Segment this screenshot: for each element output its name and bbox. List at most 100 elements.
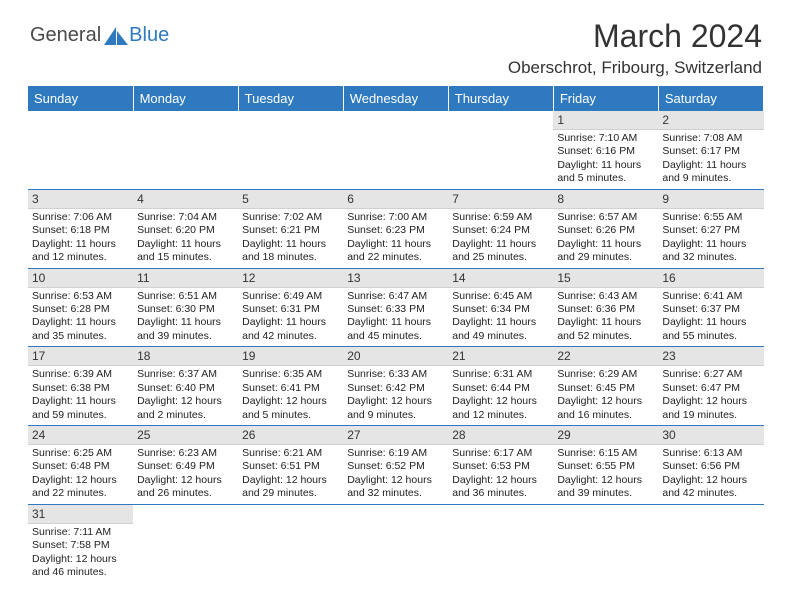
calendar-cell: 19Sunrise: 6:35 AMSunset: 6:41 PMDayligh…: [238, 347, 343, 426]
day-details: Sunrise: 7:08 AMSunset: 6:17 PMDaylight:…: [658, 130, 763, 189]
day-details: Sunrise: 6:25 AMSunset: 6:48 PMDaylight:…: [28, 445, 133, 504]
day-details: Sunrise: 6:49 AMSunset: 6:31 PMDaylight:…: [238, 288, 343, 347]
day-number: 26: [238, 426, 343, 445]
day-details: Sunrise: 6:53 AMSunset: 6:28 PMDaylight:…: [28, 288, 133, 347]
day-details: Sunrise: 6:33 AMSunset: 6:42 PMDaylight:…: [343, 366, 448, 425]
day-details: Sunrise: 7:00 AMSunset: 6:23 PMDaylight:…: [343, 209, 448, 268]
day-details: Sunrise: 6:55 AMSunset: 6:27 PMDaylight:…: [658, 209, 763, 268]
logo: General Blue: [30, 24, 169, 47]
day-number: 29: [553, 426, 658, 445]
calendar-cell: 25Sunrise: 6:23 AMSunset: 6:49 PMDayligh…: [133, 426, 238, 505]
day-number: 8: [553, 190, 658, 209]
calendar-cell: [133, 111, 238, 189]
column-header: Tuesday: [238, 86, 343, 111]
calendar-table: SundayMondayTuesdayWednesdayThursdayFrid…: [28, 86, 764, 583]
day-details: Sunrise: 7:10 AMSunset: 6:16 PMDaylight:…: [553, 130, 658, 189]
day-details: Sunrise: 6:41 AMSunset: 6:37 PMDaylight:…: [658, 288, 763, 347]
day-number: 2: [658, 111, 763, 130]
day-details: Sunrise: 6:29 AMSunset: 6:45 PMDaylight:…: [553, 366, 658, 425]
day-number: 15: [553, 269, 658, 288]
calendar-cell: [28, 111, 133, 189]
logo-text1: General: [30, 24, 101, 47]
day-details: Sunrise: 6:39 AMSunset: 6:38 PMDaylight:…: [28, 366, 133, 425]
day-number: 16: [658, 269, 763, 288]
calendar-cell: 16Sunrise: 6:41 AMSunset: 6:37 PMDayligh…: [658, 268, 763, 347]
day-details: Sunrise: 6:21 AMSunset: 6:51 PMDaylight:…: [238, 445, 343, 504]
calendar-cell: 2Sunrise: 7:08 AMSunset: 6:17 PMDaylight…: [658, 111, 763, 189]
calendar-cell: 7Sunrise: 6:59 AMSunset: 6:24 PMDaylight…: [448, 189, 553, 268]
calendar-week: 1Sunrise: 7:10 AMSunset: 6:16 PMDaylight…: [28, 111, 764, 189]
day-details: Sunrise: 6:27 AMSunset: 6:47 PMDaylight:…: [658, 366, 763, 425]
day-details: Sunrise: 6:13 AMSunset: 6:56 PMDaylight:…: [658, 445, 763, 504]
calendar-cell: 12Sunrise: 6:49 AMSunset: 6:31 PMDayligh…: [238, 268, 343, 347]
day-details: Sunrise: 6:43 AMSunset: 6:36 PMDaylight:…: [553, 288, 658, 347]
column-header: Monday: [133, 86, 238, 111]
column-header: Wednesday: [343, 86, 448, 111]
day-details: Sunrise: 6:57 AMSunset: 6:26 PMDaylight:…: [553, 209, 658, 268]
logo-sail-icon: [103, 26, 129, 46]
calendar-cell: 28Sunrise: 6:17 AMSunset: 6:53 PMDayligh…: [448, 426, 553, 505]
day-number: 14: [448, 269, 553, 288]
calendar-week: 24Sunrise: 6:25 AMSunset: 6:48 PMDayligh…: [28, 426, 764, 505]
calendar-cell: 27Sunrise: 6:19 AMSunset: 6:52 PMDayligh…: [343, 426, 448, 505]
column-header: Thursday: [448, 86, 553, 111]
page-title: March 2024: [593, 18, 762, 55]
calendar-cell: [553, 504, 658, 582]
calendar-cell: 20Sunrise: 6:33 AMSunset: 6:42 PMDayligh…: [343, 347, 448, 426]
calendar-cell: 31Sunrise: 7:11 AMSunset: 7:58 PMDayligh…: [28, 504, 133, 582]
calendar-cell: 29Sunrise: 6:15 AMSunset: 6:55 PMDayligh…: [553, 426, 658, 505]
calendar-cell: 1Sunrise: 7:10 AMSunset: 6:16 PMDaylight…: [553, 111, 658, 189]
calendar-cell: [343, 111, 448, 189]
calendar-week: 17Sunrise: 6:39 AMSunset: 6:38 PMDayligh…: [28, 347, 764, 426]
day-number: 7: [448, 190, 553, 209]
day-number: 1: [553, 111, 658, 130]
day-number: 12: [238, 269, 343, 288]
day-number: 21: [448, 347, 553, 366]
calendar-cell: 4Sunrise: 7:04 AMSunset: 6:20 PMDaylight…: [133, 189, 238, 268]
calendar-cell: 30Sunrise: 6:13 AMSunset: 6:56 PMDayligh…: [658, 426, 763, 505]
day-details: Sunrise: 6:51 AMSunset: 6:30 PMDaylight:…: [133, 288, 238, 347]
day-details: Sunrise: 7:02 AMSunset: 6:21 PMDaylight:…: [238, 209, 343, 268]
day-number: 9: [658, 190, 763, 209]
calendar-week: 3Sunrise: 7:06 AMSunset: 6:18 PMDaylight…: [28, 189, 764, 268]
calendar-cell: 3Sunrise: 7:06 AMSunset: 6:18 PMDaylight…: [28, 189, 133, 268]
day-number: 13: [343, 269, 448, 288]
calendar-week: 10Sunrise: 6:53 AMSunset: 6:28 PMDayligh…: [28, 268, 764, 347]
location-subtitle: Oberschrot, Fribourg, Switzerland: [508, 58, 762, 78]
calendar-cell: 11Sunrise: 6:51 AMSunset: 6:30 PMDayligh…: [133, 268, 238, 347]
day-number: 20: [343, 347, 448, 366]
day-number: 6: [343, 190, 448, 209]
calendar-cell: 26Sunrise: 6:21 AMSunset: 6:51 PMDayligh…: [238, 426, 343, 505]
day-details: Sunrise: 6:17 AMSunset: 6:53 PMDaylight:…: [448, 445, 553, 504]
day-details: Sunrise: 6:19 AMSunset: 6:52 PMDaylight:…: [343, 445, 448, 504]
day-details: Sunrise: 6:47 AMSunset: 6:33 PMDaylight:…: [343, 288, 448, 347]
calendar-cell: 15Sunrise: 6:43 AMSunset: 6:36 PMDayligh…: [553, 268, 658, 347]
calendar-week: 31Sunrise: 7:11 AMSunset: 7:58 PMDayligh…: [28, 504, 764, 582]
day-number: 10: [28, 269, 133, 288]
calendar-cell: 9Sunrise: 6:55 AMSunset: 6:27 PMDaylight…: [658, 189, 763, 268]
calendar-cell: 13Sunrise: 6:47 AMSunset: 6:33 PMDayligh…: [343, 268, 448, 347]
calendar-cell: 14Sunrise: 6:45 AMSunset: 6:34 PMDayligh…: [448, 268, 553, 347]
day-number: 25: [133, 426, 238, 445]
calendar-cell: 10Sunrise: 6:53 AMSunset: 6:28 PMDayligh…: [28, 268, 133, 347]
calendar-cell: [238, 111, 343, 189]
column-header: Friday: [553, 86, 658, 111]
day-number: 30: [658, 426, 763, 445]
day-number: 18: [133, 347, 238, 366]
calendar-cell: [448, 504, 553, 582]
day-details: Sunrise: 6:37 AMSunset: 6:40 PMDaylight:…: [133, 366, 238, 425]
calendar-cell: 23Sunrise: 6:27 AMSunset: 6:47 PMDayligh…: [658, 347, 763, 426]
calendar-header: SundayMondayTuesdayWednesdayThursdayFrid…: [28, 86, 764, 111]
day-number: 27: [343, 426, 448, 445]
calendar-cell: 21Sunrise: 6:31 AMSunset: 6:44 PMDayligh…: [448, 347, 553, 426]
calendar-cell: [448, 111, 553, 189]
day-details: Sunrise: 6:45 AMSunset: 6:34 PMDaylight:…: [448, 288, 553, 347]
day-number: 11: [133, 269, 238, 288]
calendar-cell: [238, 504, 343, 582]
calendar-cell: 22Sunrise: 6:29 AMSunset: 6:45 PMDayligh…: [553, 347, 658, 426]
calendar-cell: 6Sunrise: 7:00 AMSunset: 6:23 PMDaylight…: [343, 189, 448, 268]
day-number: 22: [553, 347, 658, 366]
day-details: Sunrise: 7:11 AMSunset: 7:58 PMDaylight:…: [28, 524, 133, 583]
calendar-cell: 8Sunrise: 6:57 AMSunset: 6:26 PMDaylight…: [553, 189, 658, 268]
day-number: 19: [238, 347, 343, 366]
